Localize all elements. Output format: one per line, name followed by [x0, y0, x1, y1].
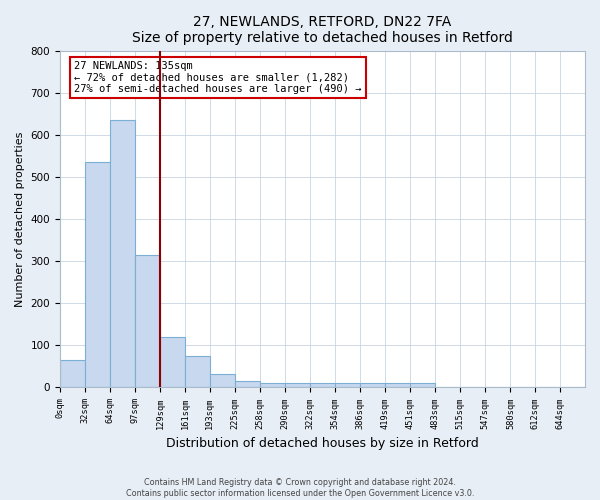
Bar — [60, 360, 85, 388]
Bar — [410, 383, 435, 388]
Bar — [360, 383, 385, 388]
Bar — [260, 383, 285, 388]
Text: Contains HM Land Registry data © Crown copyright and database right 2024.
Contai: Contains HM Land Registry data © Crown c… — [126, 478, 474, 498]
Bar — [85, 162, 110, 388]
Y-axis label: Number of detached properties: Number of detached properties — [15, 132, 25, 306]
Bar — [385, 383, 410, 388]
Bar — [335, 383, 360, 388]
X-axis label: Distribution of detached houses by size in Retford: Distribution of detached houses by size … — [166, 437, 479, 450]
Bar — [285, 383, 310, 388]
Bar — [185, 356, 210, 388]
Bar — [310, 383, 335, 388]
Title: 27, NEWLANDS, RETFORD, DN22 7FA
Size of property relative to detached houses in : 27, NEWLANDS, RETFORD, DN22 7FA Size of … — [132, 15, 513, 45]
Bar — [235, 381, 260, 388]
Bar — [210, 374, 235, 388]
Bar — [160, 337, 185, 388]
Bar — [110, 120, 135, 388]
Text: 27 NEWLANDS: 135sqm
← 72% of detached houses are smaller (1,282)
27% of semi-det: 27 NEWLANDS: 135sqm ← 72% of detached ho… — [74, 61, 361, 94]
Bar — [135, 255, 160, 388]
